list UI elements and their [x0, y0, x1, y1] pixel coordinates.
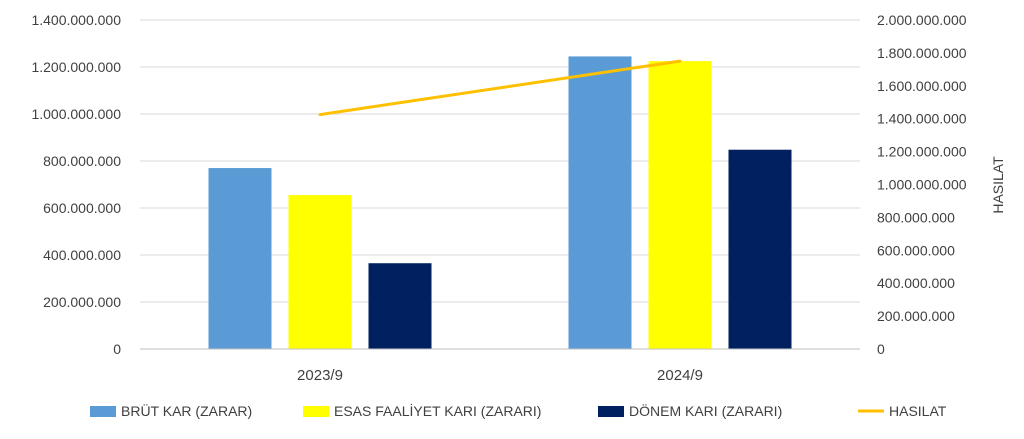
left-tick-label: 1.000.000.000 [31, 106, 121, 122]
left-tick-label: 0 [113, 341, 121, 357]
left-tick-label: 600.000.000 [43, 200, 121, 216]
bar [568, 56, 632, 350]
legend-label: ESAS FAALİYET KARI (ZARARI) [334, 402, 541, 419]
category-label: 2024/9 [657, 367, 703, 384]
right-tick-label: 1.000.000.000 [877, 177, 967, 193]
bar [368, 263, 432, 349]
left-axis-ticks: 0 200.000.000 400.000.000 600.000.000 800.00… [31, 12, 121, 357]
left-tick-label: 800.000.000 [43, 153, 121, 169]
legend: BRÜT KAR (ZARAR) ESAS FAALİYET KARI (ZARA… [90, 402, 947, 419]
right-axis-title: HASILAT [990, 156, 1006, 214]
left-tick-label: 200.000.000 [43, 294, 121, 310]
series-line [318, 59, 682, 117]
right-tick-label: 400.000.000 [877, 275, 955, 291]
left-tick-label: 1.400.000.000 [31, 12, 121, 28]
bar [728, 149, 792, 349]
legend-swatch [303, 406, 329, 417]
bar [288, 195, 352, 349]
right-tick-label: 200.000.000 [877, 308, 955, 324]
revenue-line [318, 59, 682, 117]
right-tick-label: 800.000.000 [877, 209, 955, 225]
legend-swatch [598, 406, 624, 417]
right-axis-ticks: 0 200.000.000 400.000.000 600.000.000 800.00… [877, 12, 967, 357]
bar [208, 168, 272, 349]
legend-label: HASILAT [889, 403, 947, 419]
left-tick-label: 400.000.000 [43, 247, 121, 263]
right-tick-label: 600.000.000 [877, 242, 955, 258]
right-tick-label: 1.400.000.000 [877, 111, 967, 127]
right-tick-label: 2.000.000.000 [877, 12, 967, 28]
right-tick-label: 1.200.000.000 [877, 144, 967, 160]
legend-label: BRÜT KAR (ZARAR) [121, 402, 252, 419]
right-tick-label: 1.800.000.000 [877, 45, 967, 61]
bars [208, 56, 792, 350]
left-tick-label: 1.200.000.000 [31, 59, 121, 75]
legend-label: DÖNEM KARI (ZARARI) [629, 402, 782, 419]
legend-swatch [90, 406, 116, 417]
category-labels: 2023/9 2024/9 [297, 367, 703, 384]
right-tick-label: 0 [877, 341, 885, 357]
category-label: 2023/9 [297, 367, 343, 384]
bar [648, 61, 712, 349]
right-tick-label: 1.600.000.000 [877, 78, 967, 94]
